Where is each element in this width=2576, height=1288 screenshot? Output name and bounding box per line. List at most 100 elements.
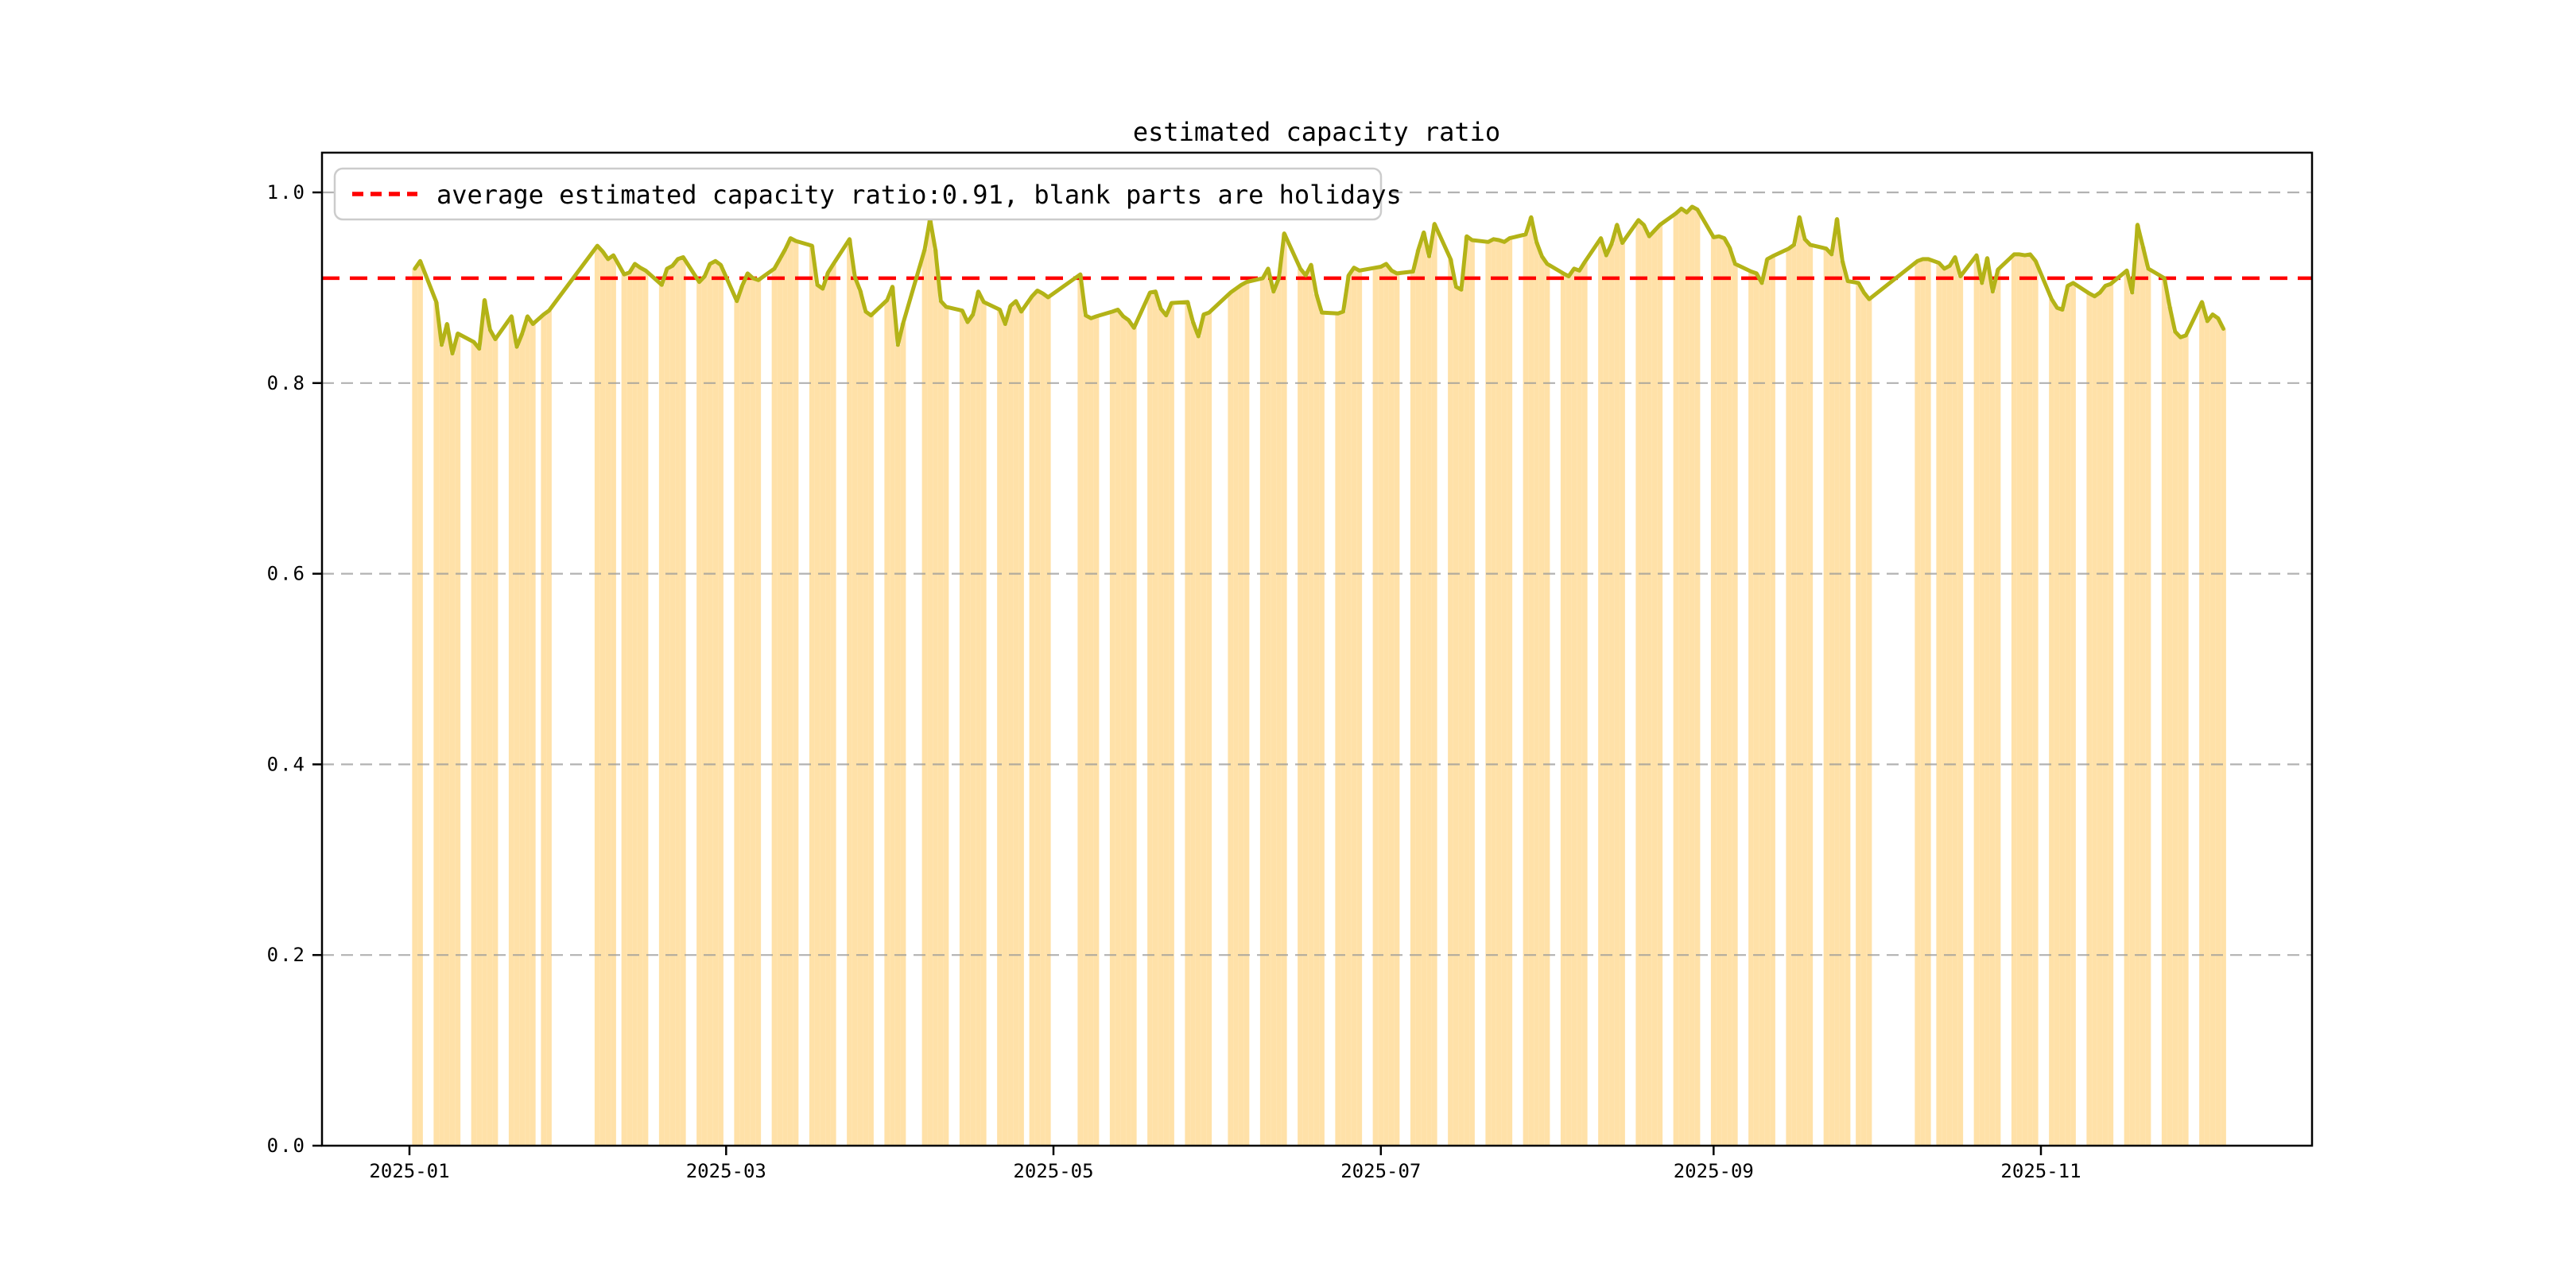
workday-bar (455, 333, 461, 1146)
workday-bar (611, 255, 616, 1146)
workday-bar (1995, 270, 2001, 1146)
workday-bar (1856, 282, 1861, 1146)
workday-bar (937, 301, 944, 1146)
workday-bar (1013, 301, 1019, 1146)
workday-bar (1351, 267, 1357, 1146)
workday-bar (1984, 258, 1990, 1146)
workday-bar (1721, 238, 1728, 1146)
workday-bar (1131, 328, 1137, 1146)
workday-bar (1538, 256, 1545, 1146)
workday-bar (927, 219, 933, 1146)
workday-bar (1453, 286, 1459, 1146)
workday-bar (514, 347, 520, 1146)
workday-bar (2027, 254, 2033, 1146)
workday-bar (1126, 320, 1131, 1146)
workday-bar (701, 276, 708, 1146)
workday-bar (1544, 263, 1550, 1146)
workday-bar (830, 263, 836, 1146)
workday-bar (439, 344, 444, 1146)
workday-bar (1410, 271, 1416, 1146)
workday-bar (1088, 318, 1094, 1146)
workday-bar (2065, 285, 2071, 1146)
workday-bar (1228, 292, 1234, 1146)
workday-bar (1458, 289, 1465, 1146)
workday-bar (1635, 219, 1642, 1146)
workday-bar (1185, 301, 1191, 1146)
workday-bar (1345, 275, 1352, 1146)
workday-bar (2097, 292, 2103, 1146)
workday-bar (1340, 311, 1346, 1146)
workday-bar (1786, 248, 1792, 1146)
workday-bar (605, 258, 611, 1146)
workday-bar (637, 267, 643, 1146)
workday-bar (707, 263, 713, 1146)
workday-bar (2167, 306, 2173, 1146)
workday-bar (1710, 237, 1717, 1146)
workday-bar (2102, 285, 2109, 1146)
workday-bar (1335, 313, 1341, 1146)
workday-bar (2172, 332, 2178, 1146)
workday-bar (1169, 303, 1174, 1146)
workday-bar (546, 310, 552, 1146)
workday-bar (1501, 242, 1507, 1146)
workday-bar (1684, 212, 1690, 1146)
workday-bar (997, 309, 1003, 1146)
legend-label: average estimated capacity ratio:0.91, b… (436, 180, 1402, 210)
workday-bar (1646, 236, 1652, 1146)
workday-bar (1603, 255, 1609, 1146)
workday-bar (1507, 238, 1513, 1146)
workday-bar (508, 316, 514, 1146)
workday-bar (471, 342, 477, 1146)
workday-bar (1732, 263, 1738, 1146)
workday-bar (1839, 261, 1845, 1146)
x-tick-label: 2025-01 (369, 1160, 449, 1182)
workday-bar (2059, 309, 2066, 1146)
workday-bar (476, 348, 483, 1146)
workday-bar (1201, 314, 1207, 1146)
workday-bar (412, 268, 418, 1146)
workday-bar (1372, 267, 1379, 1146)
legend-box (333, 167, 1383, 221)
workday-bar (1560, 273, 1566, 1146)
workday-bar (1147, 292, 1153, 1146)
workday-bar (2129, 292, 2136, 1146)
workday-bar (1308, 265, 1314, 1146)
workday-bar (2070, 282, 2076, 1146)
workday-bar (1957, 276, 1964, 1146)
workday-bar (433, 301, 440, 1146)
workday-bar (1415, 249, 1422, 1146)
workday-bar (2054, 308, 2060, 1146)
workday-bar (1694, 209, 1701, 1146)
workday-bar (959, 310, 965, 1146)
workday-bar (1018, 311, 1024, 1146)
workday-bar (1753, 273, 1759, 1146)
workday-bar (1190, 322, 1196, 1146)
workday-bar (2049, 299, 2054, 1146)
workday-bar (2092, 296, 2097, 1146)
workday-bar (1271, 291, 1277, 1146)
workday-bar (2178, 337, 2183, 1146)
workday-bar (739, 285, 745, 1146)
workday-bar (1673, 213, 1679, 1146)
workday-bar (1394, 273, 1400, 1146)
workday-bar (970, 314, 976, 1146)
workday-bar (2199, 301, 2205, 1146)
workday-bar (1598, 238, 1604, 1146)
workday-bar (417, 261, 423, 1146)
workday-bar (2011, 254, 2017, 1146)
workday-bar (696, 281, 702, 1146)
workday-bar (1152, 291, 1158, 1146)
workday-bar (1614, 224, 1620, 1146)
workday-bar (2140, 246, 2146, 1146)
y-tick-label: 0.2 (267, 944, 306, 966)
workday-bar (1577, 270, 1582, 1146)
workday-bar (1925, 258, 1931, 1146)
workday-bar (1491, 239, 1496, 1146)
axes-layer (320, 151, 2314, 1147)
workday-bar (1657, 224, 1663, 1146)
workday-bar (825, 272, 831, 1146)
workday-bar (1834, 219, 1840, 1146)
y-tick-label: 0.4 (267, 753, 306, 775)
workday-bar (2221, 328, 2226, 1146)
